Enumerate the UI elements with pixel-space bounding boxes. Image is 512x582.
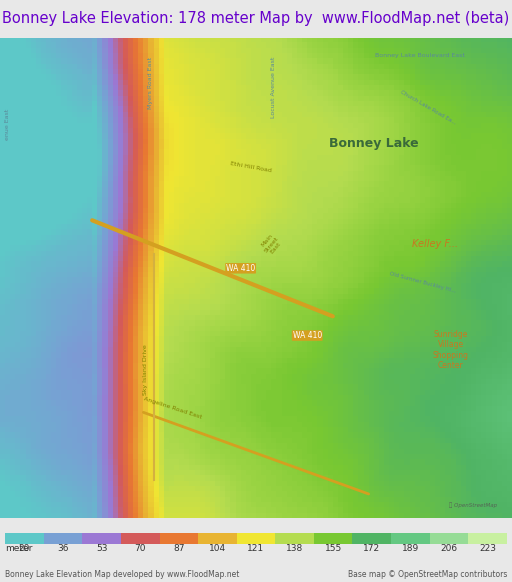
Text: WA 410: WA 410	[292, 331, 322, 340]
Text: 206: 206	[440, 544, 458, 553]
Text: 70: 70	[135, 544, 146, 553]
Text: 138: 138	[286, 544, 303, 553]
Bar	[275, 533, 314, 544]
Text: 121: 121	[247, 544, 265, 553]
Bar	[391, 533, 430, 544]
Text: Sunridge
Village
Shopping
Center: Sunridge Village Shopping Center	[433, 330, 468, 370]
Bar	[82, 533, 121, 544]
Text: Main
Street
East: Main Street East	[259, 232, 284, 257]
Bar	[198, 533, 237, 544]
Bar	[468, 533, 507, 544]
Text: Bonney Lake Boulevard East: Bonney Lake Boulevard East	[375, 53, 465, 58]
Text: Bonney Lake Elevation: 178 meter Map by  www.FloodMap.net (beta): Bonney Lake Elevation: 178 meter Map by …	[3, 12, 509, 26]
Text: 104: 104	[209, 544, 226, 553]
Text: 189: 189	[402, 544, 419, 553]
Text: Kelley F...: Kelley F...	[412, 239, 458, 249]
Text: Bonney Lake: Bonney Lake	[329, 137, 419, 150]
Bar	[160, 533, 198, 544]
Text: 36: 36	[57, 544, 69, 553]
Bar	[430, 533, 468, 544]
Text: meter: meter	[5, 544, 32, 553]
Text: Bonney Lake Elevation Map developed by www.FloodMap.net: Bonney Lake Elevation Map developed by w…	[5, 570, 240, 579]
Text: Sky Island Drive: Sky Island Drive	[143, 344, 148, 395]
Text: Myers Road East: Myers Road East	[148, 57, 154, 109]
Text: 53: 53	[96, 544, 108, 553]
Text: Locust Avenue East: Locust Avenue East	[271, 57, 276, 118]
Text: Old Sumner Buckley Hi...: Old Sumner Buckley Hi...	[389, 271, 457, 293]
Text: enue East: enue East	[5, 109, 10, 140]
Bar	[5, 533, 44, 544]
Text: 172: 172	[363, 544, 380, 553]
Bar	[352, 533, 391, 544]
Text: 155: 155	[325, 544, 342, 553]
Text: 🔍 OpenStreetMap: 🔍 OpenStreetMap	[449, 503, 497, 509]
Bar	[121, 533, 160, 544]
Text: Church Lake Road Ea...: Church Lake Road Ea...	[399, 89, 457, 125]
Bar	[237, 533, 275, 544]
Text: Ethi Hill Road: Ethi Hill Road	[230, 161, 272, 173]
Text: Base map © OpenStreetMap contributors: Base map © OpenStreetMap contributors	[348, 570, 507, 579]
Text: 20: 20	[19, 544, 30, 553]
Bar	[44, 533, 82, 544]
Text: Angeline Road East: Angeline Road East	[143, 396, 203, 419]
Text: 223: 223	[479, 544, 496, 553]
Bar	[314, 533, 352, 544]
Text: 87: 87	[173, 544, 184, 553]
Text: WA 410: WA 410	[226, 264, 255, 273]
